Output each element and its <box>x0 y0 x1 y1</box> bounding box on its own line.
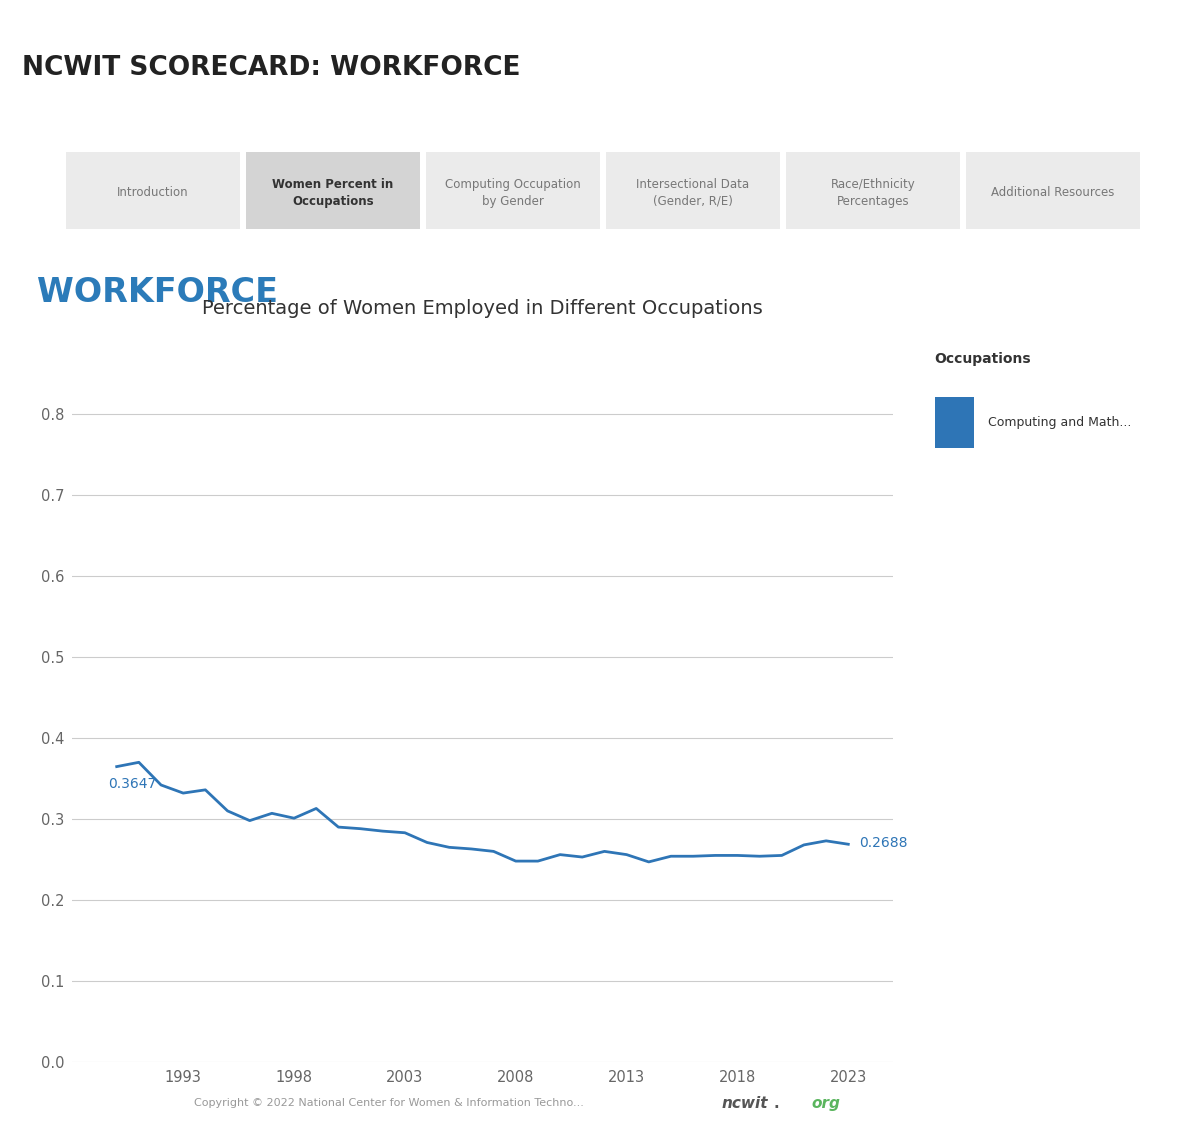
Text: WORKFORCE: WORKFORCE <box>37 276 277 309</box>
Bar <box>246 151 420 229</box>
Text: 0.2688: 0.2688 <box>859 836 908 850</box>
Text: org: org <box>811 1096 840 1111</box>
Text: Race/Ethnicity
Percentages: Race/Ethnicity Percentages <box>830 178 916 208</box>
Bar <box>66 151 240 229</box>
Text: Introduction: Introduction <box>118 187 188 199</box>
Title: Percentage of Women Employed in Different Occupations: Percentage of Women Employed in Differen… <box>202 298 763 318</box>
Text: Computing and Math...: Computing and Math... <box>988 416 1132 428</box>
Bar <box>935 396 974 448</box>
Text: Women Percent in
Occupations: Women Percent in Occupations <box>272 178 394 208</box>
Text: Copyright © 2022 National Center for Women & Information Techno...: Copyright © 2022 National Center for Wom… <box>194 1098 584 1108</box>
Bar <box>426 151 600 229</box>
Text: ncwit: ncwit <box>721 1096 768 1111</box>
Text: NCWIT SCORECARD: WORKFORCE: NCWIT SCORECARD: WORKFORCE <box>22 56 520 81</box>
Bar <box>966 151 1140 229</box>
Bar <box>786 151 960 229</box>
Bar <box>606 151 780 229</box>
Text: Intersectional Data
(Gender, R/E): Intersectional Data (Gender, R/E) <box>636 178 750 208</box>
Text: 0.3647: 0.3647 <box>108 777 156 792</box>
Text: .: . <box>774 1096 780 1111</box>
Text: Occupations: Occupations <box>935 352 1031 367</box>
Text: Computing Occupation
by Gender: Computing Occupation by Gender <box>445 178 581 208</box>
Text: Additional Resources: Additional Resources <box>991 187 1115 199</box>
